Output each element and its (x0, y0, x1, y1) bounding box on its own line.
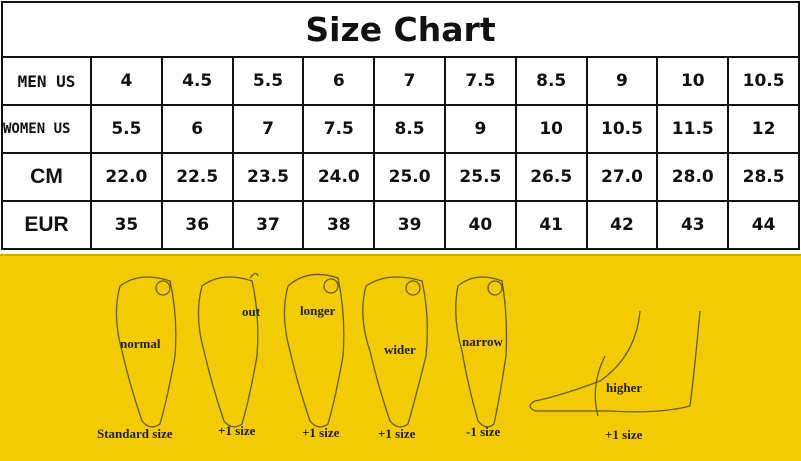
size-advice: +1 size (302, 425, 340, 440)
foot-longer-icon (283, 273, 345, 428)
foot-normal-icon (115, 276, 177, 428)
cell: 25.0 (373, 152, 446, 202)
cell: 10 (656, 56, 730, 106)
size-advice: -1 size (466, 424, 501, 439)
cell: 42 (585, 200, 659, 250)
cell: 9 (443, 104, 517, 154)
cell: 22.0 (90, 152, 163, 202)
cell: 7 (231, 104, 305, 154)
foot-label: normal (120, 336, 161, 351)
foot-label: longer (300, 303, 336, 318)
foot-label: wider (384, 342, 416, 357)
cell: 28.5 (727, 152, 800, 202)
cell: 23.5 (231, 152, 305, 202)
cell: 6 (160, 104, 234, 154)
cell: 7.5 (302, 104, 376, 154)
cell: 24.0 (302, 152, 376, 202)
cell: 8.5 (514, 56, 588, 106)
size-advice: +1 size (605, 427, 643, 442)
cell: 7 (373, 56, 446, 106)
cell: 9 (585, 56, 659, 106)
foot-label: out (242, 304, 261, 319)
foot-narrow-icon (455, 276, 508, 428)
foot-label: narrow (462, 334, 503, 349)
cell: 35 (90, 200, 163, 250)
chart-title: Size Chart (1, 1, 800, 58)
size-table: Size Chart MEN US 4 4.5 5.5 6 7 7.5 8.5 … (1, 1, 800, 250)
size-advice: Standard size (97, 426, 173, 441)
foot-label: higher (606, 380, 643, 395)
cell: 28.0 (656, 152, 730, 202)
row-eur: EUR 35 36 37 38 39 40 41 42 43 44 (1, 200, 800, 250)
cell: 44 (727, 200, 800, 250)
foot-shape-guide: normal out longer wider narrow higher St… (0, 254, 801, 461)
cell: 6 (302, 56, 376, 106)
foot-out-icon (197, 272, 259, 428)
cell: 4 (90, 56, 163, 106)
row-label: WOMEN US (1, 104, 92, 154)
cell: 10.5 (585, 104, 659, 154)
foot-higher-icon (529, 310, 701, 417)
cell: 11.5 (656, 104, 730, 154)
cell: 25.5 (443, 152, 517, 202)
foot-wider-icon (362, 276, 428, 428)
size-advice: +1 size (378, 426, 416, 441)
cell: 26.5 (514, 152, 588, 202)
cell: 12 (727, 104, 800, 154)
cell: 22.5 (160, 152, 234, 202)
cell: 39 (373, 200, 446, 250)
cell: 8.5 (373, 104, 446, 154)
cell: 7.5 (443, 56, 517, 106)
cell: 37 (231, 200, 305, 250)
cell: 10 (514, 104, 588, 154)
cell: 27.0 (585, 152, 659, 202)
row-men-us: MEN US 4 4.5 5.5 6 7 7.5 8.5 9 10 10.5 (1, 56, 800, 106)
cell: 36 (160, 200, 234, 250)
row-cm: CM 22.0 22.5 23.5 24.0 25.0 25.5 26.5 27… (1, 152, 800, 202)
cell: 5.5 (231, 56, 305, 106)
cell: 10.5 (727, 56, 800, 106)
cell: 40 (443, 200, 517, 250)
row-women-us: WOMEN US 5.5 6 7 7.5 8.5 9 10 10.5 11.5 … (1, 104, 800, 154)
row-label: CM (1, 152, 92, 202)
cell: 38 (302, 200, 376, 250)
row-label: MEN US (1, 56, 92, 106)
size-advice: +1 size (218, 423, 256, 438)
cell: 4.5 (160, 56, 234, 106)
cell: 5.5 (90, 104, 163, 154)
cell: 41 (514, 200, 588, 250)
cell: 43 (656, 200, 730, 250)
row-label: EUR (1, 200, 92, 250)
